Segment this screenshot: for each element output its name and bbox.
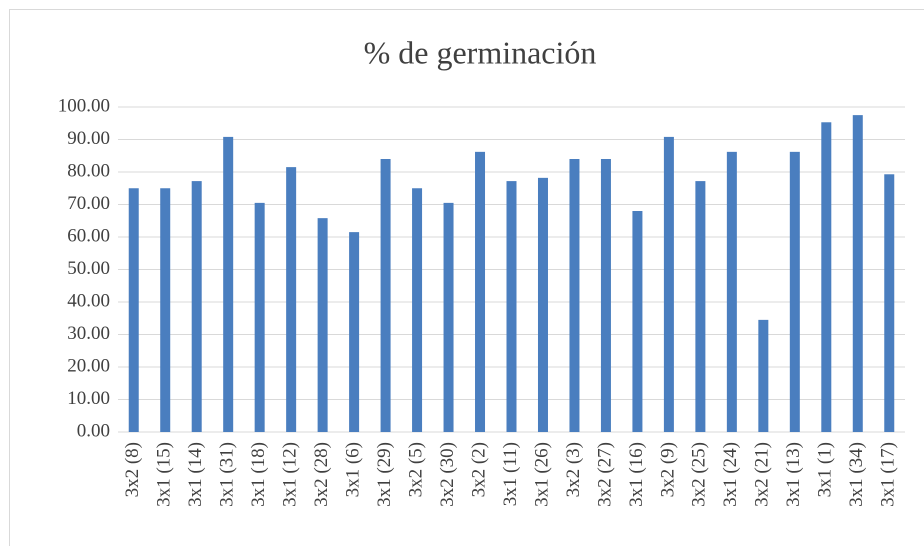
bar bbox=[381, 159, 391, 432]
bar bbox=[632, 211, 642, 432]
x-tick-label: 3x2 (30) bbox=[437, 442, 458, 507]
x-tick-label: 3x1 (16) bbox=[626, 442, 647, 507]
y-tick-label: 30.00 bbox=[67, 323, 110, 344]
x-tick-label: 3x2 (2) bbox=[468, 442, 489, 497]
y-tick-label: 80.00 bbox=[67, 160, 110, 181]
x-tick-label: 3x1 (29) bbox=[374, 442, 395, 507]
bar bbox=[412, 188, 422, 432]
bar bbox=[695, 181, 705, 432]
bar bbox=[349, 232, 359, 432]
y-tick-label: 60.00 bbox=[67, 225, 110, 246]
x-tick-label: 3x1 (14) bbox=[185, 442, 206, 507]
y-tick-label: 90.00 bbox=[67, 128, 110, 149]
bar bbox=[444, 203, 454, 432]
x-tick-label: 3x1 (6) bbox=[342, 442, 363, 497]
bar bbox=[286, 167, 296, 432]
bar bbox=[821, 122, 831, 432]
y-tick-label: 20.00 bbox=[67, 355, 110, 376]
bar bbox=[160, 188, 170, 432]
x-tick-label: 3x2 (8) bbox=[122, 442, 143, 497]
x-tick-label: 3x2 (28) bbox=[311, 442, 332, 507]
bar bbox=[318, 218, 328, 432]
bar bbox=[853, 115, 863, 432]
x-tick-label: 3x2 (3) bbox=[563, 442, 584, 497]
bar bbox=[129, 188, 139, 432]
bar bbox=[507, 181, 517, 432]
bar bbox=[884, 174, 894, 432]
x-tick-label: 3x1 (15) bbox=[154, 442, 175, 507]
chart-title: % de germinación bbox=[364, 34, 597, 70]
y-tick-label: 100.00 bbox=[58, 95, 110, 116]
x-tick-label: 3x2 (9) bbox=[657, 442, 678, 497]
x-tick-label: 3x1 (13) bbox=[783, 442, 804, 507]
y-tick-label: 70.00 bbox=[67, 193, 110, 214]
bar bbox=[475, 152, 485, 432]
bar bbox=[569, 159, 579, 432]
x-tick-label: 3x1 (24) bbox=[720, 442, 741, 507]
x-tick-label: 3x1 (26) bbox=[531, 442, 552, 507]
y-tick-label: 10.00 bbox=[67, 388, 110, 409]
bar bbox=[538, 178, 548, 432]
x-tick-label: 3x2 (5) bbox=[405, 442, 426, 497]
x-tick-label: 3x1 (31) bbox=[217, 442, 238, 507]
bar bbox=[601, 159, 611, 432]
y-tick-label: 0.00 bbox=[77, 420, 110, 441]
bar bbox=[255, 203, 265, 432]
x-tick-label: 3x1 (34) bbox=[846, 442, 867, 507]
bar bbox=[727, 152, 737, 432]
bar bbox=[758, 320, 768, 432]
y-tick-label: 50.00 bbox=[67, 258, 110, 279]
x-tick-label: 3x1 (11) bbox=[500, 442, 521, 506]
y-tick-label: 40.00 bbox=[67, 290, 110, 311]
x-tick-label: 3x1 (18) bbox=[248, 442, 269, 507]
x-tick-label: 3x1 (17) bbox=[878, 442, 899, 507]
bar bbox=[664, 137, 674, 432]
bar bbox=[223, 137, 233, 432]
bar bbox=[192, 181, 202, 432]
x-tick-label: 3x2 (25) bbox=[689, 442, 710, 507]
x-tick-label: 3x1 (12) bbox=[279, 442, 300, 507]
x-tick-label: 3x1 (1) bbox=[815, 442, 836, 497]
x-tick-label: 3x2 (21) bbox=[752, 442, 773, 507]
x-tick-label: 3x2 (27) bbox=[594, 442, 615, 507]
bar bbox=[790, 152, 800, 432]
